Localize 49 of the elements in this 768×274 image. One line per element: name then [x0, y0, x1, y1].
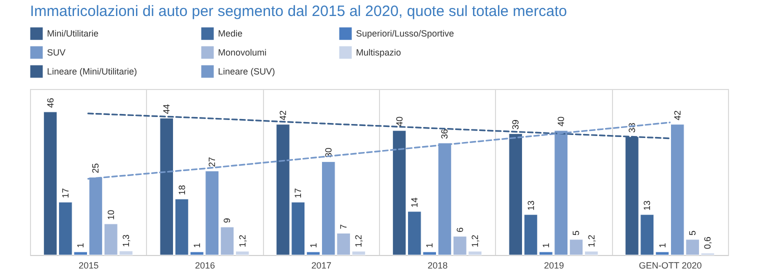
data-label: 13: [642, 200, 652, 211]
data-label: 1: [76, 242, 86, 248]
data-label: 42: [672, 110, 682, 120]
data-label: 44: [162, 104, 172, 114]
data-label: 0,6: [702, 236, 713, 250]
legend-label: Lineare (Mini/Utilitarie): [47, 66, 138, 76]
data-label: 25: [90, 163, 101, 174]
data-label: 9: [222, 218, 232, 223]
data-label: 39: [510, 120, 521, 130]
data-label: 42: [278, 110, 288, 120]
data-label: 5: [571, 230, 582, 236]
data-label: 1: [657, 242, 668, 248]
data-label: 1: [192, 242, 202, 248]
data-label: 7: [338, 224, 349, 230]
x-tick-label: 2015: [78, 260, 99, 270]
legend-label: Lineare (SUV): [218, 66, 276, 76]
data-label: 36: [440, 128, 450, 140]
data-label: 27: [207, 156, 218, 168]
x-tick-label: 2017: [311, 260, 332, 270]
data-label: 46: [45, 98, 56, 108]
legend-label: Medie: [218, 28, 243, 39]
legend-label: SUV: [47, 48, 66, 58]
data-label: 5: [688, 230, 698, 236]
data-label: 17: [293, 188, 304, 198]
data-label: 1,2: [470, 234, 480, 248]
data-label: 1: [540, 242, 551, 248]
chart-title: Immatricolazioni di auto per segmento dal 2015 al 2020, quote sul totale mercato: [30, 3, 567, 20]
data-label: 6: [454, 227, 465, 232]
data-label: 1: [308, 242, 318, 248]
data-label: 1,2: [237, 234, 248, 248]
data-label: 1,2: [586, 234, 596, 248]
x-tick-label: GEN-OTT 2020: [638, 260, 702, 270]
x-tick-label: 2019: [544, 260, 564, 270]
data-label: 14: [409, 197, 420, 208]
data-label: 1,2: [354, 234, 364, 248]
data-label: 17: [60, 188, 70, 198]
data-label: 18: [176, 184, 187, 196]
x-tick-label: 2016: [194, 260, 216, 270]
legend-label: Multispazio: [356, 48, 402, 58]
data-label: 1: [424, 242, 435, 248]
data-label: 13: [526, 200, 536, 211]
data-label: 40: [394, 116, 404, 127]
legend-label: Mini/Utilitarie: [47, 28, 99, 39]
x-tick-label: 2018: [428, 260, 448, 270]
data-label: 1,3: [121, 234, 132, 247]
legend-label: Superiori/Lusso/Sportive: [356, 28, 454, 39]
data-label: 40: [556, 116, 566, 127]
legend-label: Monovolumi: [218, 48, 267, 58]
data-label: 10: [106, 210, 116, 220]
